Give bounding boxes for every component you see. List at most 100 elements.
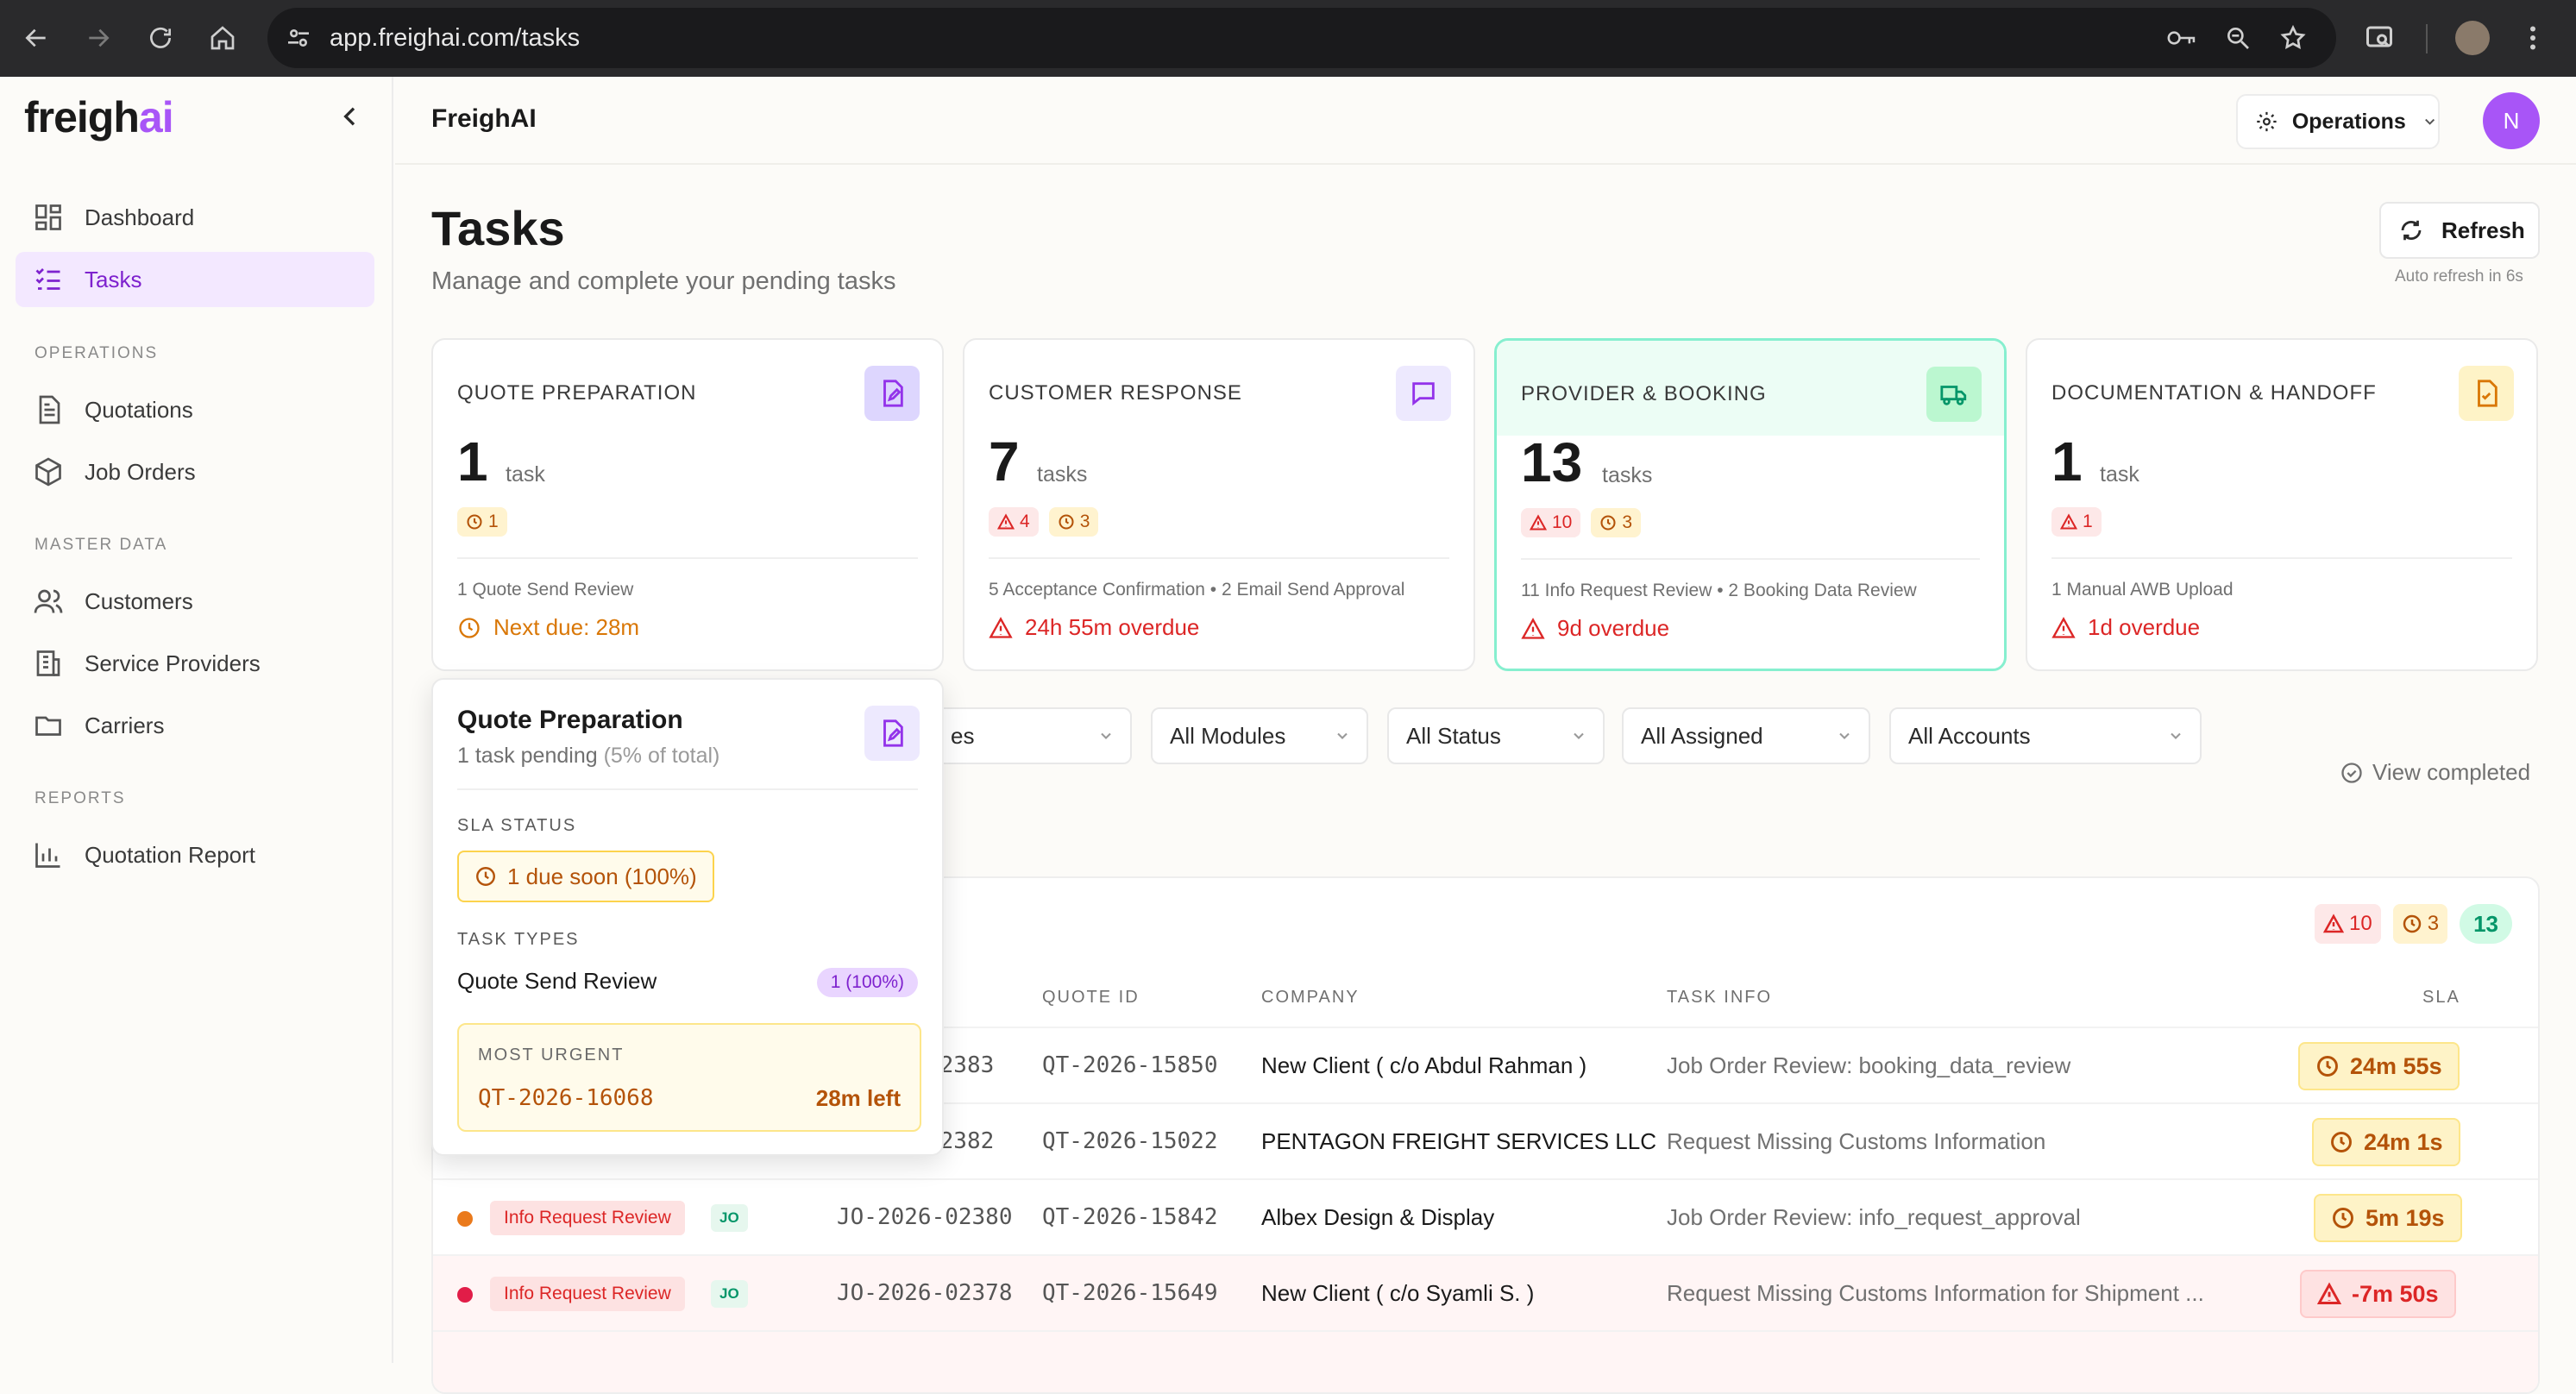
site-settings-icon[interactable]: [285, 24, 312, 52]
table-row[interactable]: [433, 1330, 2538, 1392]
forward-icon[interactable]: [74, 14, 123, 62]
sidebar-item-carriers[interactable]: Carriers: [16, 698, 374, 753]
sidebar-item-label: Carriers: [85, 712, 165, 738]
table-row[interactable]: 02383 QT-2026-15850 New Client ( c/o Abd…: [433, 1027, 2538, 1102]
alert-icon: [2323, 914, 2345, 933]
section-label-operations: OPERATIONS: [35, 344, 159, 362]
file-edit-icon: [864, 366, 920, 421]
clock-icon: [2333, 1208, 2353, 1228]
sla-badge: -7m 50s: [2300, 1270, 2456, 1318]
chevron-down-icon: [1337, 732, 1348, 739]
browser-menu-icon[interactable]: [2524, 22, 2541, 53]
task-type-tag: Info Request Review: [490, 1277, 685, 1311]
refresh-icon: [2401, 220, 2422, 241]
card-due: 9d overdue: [1521, 615, 1669, 642]
card-title: PROVIDER & BOOKING: [1521, 382, 1767, 405]
key-icon[interactable]: [2165, 24, 2198, 52]
task-type-name: Quote Send Review: [457, 968, 657, 994]
clock-icon: [2403, 914, 2421, 933]
column-header-quote-id[interactable]: QUOTE ID: [1042, 988, 1140, 1007]
urgent-quote-id: QT-2026-16068: [478, 1085, 654, 1111]
message-icon: [1396, 366, 1451, 421]
card-description: 5 Acceptance Confirmation • 2 Email Send…: [989, 580, 1405, 600]
card-quote-preparation[interactable]: QUOTE PREPARATION 1 task 1 1 Quote Send …: [431, 338, 944, 671]
table-row[interactable]: 02382 QT-2026-15022 PENTAGON FREIGHT SER…: [433, 1102, 2538, 1178]
alert-icon: [989, 616, 1013, 638]
column-header-sla[interactable]: SLA: [2422, 988, 2460, 1007]
column-header-company[interactable]: COMPANY: [1261, 988, 1360, 1007]
gear-icon: [2257, 111, 2277, 132]
alert-icon: [997, 513, 1015, 530]
address-bar[interactable]: app.freighai.com/tasks: [267, 8, 2336, 68]
browser-toolbar: app.freighai.com/tasks: [0, 0, 2576, 77]
card-due: 1d overdue: [2051, 614, 2200, 641]
filter-accounts-select[interactable]: All Accounts: [1889, 707, 2202, 764]
sla-badge: 24m 1s: [2312, 1118, 2460, 1166]
task-types-label: TASK TYPES: [457, 930, 580, 949]
filter-type-select[interactable]: es: [932, 707, 1132, 764]
profile-avatar[interactable]: [2455, 21, 2490, 55]
sidebar-item-label: Tasks: [85, 266, 142, 292]
url-text[interactable]: app.freighai.com/tasks: [330, 23, 581, 52]
tab-search-icon[interactable]: [2364, 22, 2395, 53]
chevron-down-icon: [1574, 732, 1584, 739]
table-summary: 10 3 13: [2315, 904, 2512, 944]
document-icon: [39, 395, 60, 424]
sidebar-item-job-orders[interactable]: Job Orders: [16, 444, 374, 499]
column-header-task-info[interactable]: TASK INFO: [1667, 988, 1773, 1007]
zoom-icon[interactable]: [2224, 24, 2252, 52]
truck-icon: [1926, 367, 1982, 422]
collapse-sidebar-icon[interactable]: [336, 103, 364, 130]
due-soon-count: 3: [2392, 904, 2448, 944]
overdue-count: 10: [2315, 904, 2381, 944]
chevron-down-icon: [2424, 118, 2435, 125]
check-circle-icon: [2341, 762, 2362, 783]
users-icon: [34, 589, 63, 613]
table-row[interactable]: Info Request Review JO JO-2026-02380 QT-…: [433, 1178, 2538, 1254]
table-row[interactable]: Info Request Review JO JO-2026-02378 QT-…: [433, 1254, 2538, 1330]
card-unit: task: [2100, 462, 2139, 487]
card-provider-booking[interactable]: PROVIDER & BOOKING 13 tasks 10 3 11 Info…: [1494, 338, 2007, 671]
filter-assigned-select[interactable]: All Assigned: [1622, 707, 1870, 764]
clock-icon: [459, 617, 480, 638]
package-icon: [35, 457, 61, 487]
sla-badge: 5m 19s: [2314, 1194, 2462, 1242]
bar-chart-icon: [35, 843, 60, 868]
card-unit: tasks: [1037, 462, 1088, 487]
building-icon: [36, 650, 60, 676]
view-completed-link[interactable]: View completed: [2340, 759, 2530, 786]
card-count: 1: [457, 430, 488, 493]
app-title: FreighAI: [431, 104, 537, 133]
sidebar-item-quotation-report[interactable]: Quotation Report: [16, 827, 374, 882]
logo[interactable]: freighai: [24, 93, 174, 141]
home-icon[interactable]: [198, 14, 247, 62]
back-icon[interactable]: [12, 14, 60, 62]
sidebar-item-dashboard[interactable]: Dashboard: [16, 190, 374, 245]
dashboard-icon: [35, 204, 61, 230]
section-label-reports: REPORTS: [35, 789, 126, 807]
filter-modules-select[interactable]: All Modules: [1151, 707, 1368, 764]
sidebar-item-quotations[interactable]: Quotations: [16, 382, 374, 437]
file-edit-icon: [864, 706, 920, 761]
sidebar-item-service-providers[interactable]: Service Providers: [16, 636, 374, 691]
workspace-dropdown[interactable]: Operations: [2236, 94, 2440, 149]
alert-icon: [2060, 513, 2077, 530]
user-avatar[interactable]: N: [2483, 92, 2540, 149]
most-urgent-box[interactable]: MOST URGENT QT-2026-16068 28m left: [457, 1023, 921, 1132]
sidebar-item-tasks[interactable]: Tasks: [16, 252, 374, 307]
filter-status-select[interactable]: All Status: [1387, 707, 1605, 764]
card-documentation-handoff[interactable]: DOCUMENTATION & HANDOFF 1 task 1 1 Manua…: [2026, 338, 2538, 671]
module-tag: JO: [711, 1204, 748, 1232]
task-type-tag: Info Request Review: [490, 1201, 685, 1235]
page-subtitle: Manage and complete your pending tasks: [431, 267, 896, 295]
auto-refresh-text: Auto refresh in 6s: [2395, 267, 2523, 286]
sidebar-item-customers[interactable]: Customers: [16, 574, 374, 629]
card-customer-response[interactable]: CUSTOMER RESPONSE 7 tasks 4 3 5 Acceptan…: [963, 338, 1475, 671]
due-soon-box: 1 due soon (100%): [457, 851, 714, 902]
alert-icon: [2051, 616, 2076, 638]
reload-icon[interactable]: [136, 14, 185, 62]
refresh-button[interactable]: Refresh: [2379, 202, 2540, 259]
sidebar-item-label: Quotation Report: [85, 841, 256, 868]
star-icon[interactable]: [2279, 24, 2307, 52]
tasks-icon: [35, 268, 60, 290]
